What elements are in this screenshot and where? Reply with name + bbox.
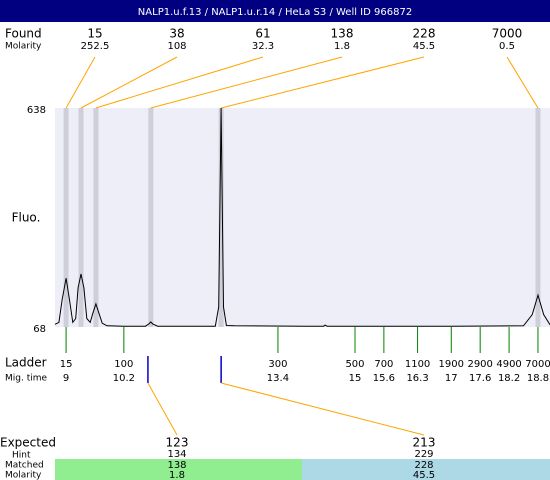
ladder-time-label: Mig. time	[5, 374, 47, 384]
ladder-time: 10.2	[113, 373, 135, 384]
ladder-size: 1100	[405, 359, 430, 370]
found-molarity: 0.5	[499, 41, 515, 52]
ladder-size: 7000	[525, 359, 550, 370]
expected-molarity-label: Molarity	[5, 471, 42, 480]
found-band	[63, 108, 69, 327]
trace-line	[54, 107, 550, 327]
found-size: 61	[255, 27, 270, 41]
found-leader	[221, 56, 425, 109]
header-bar	[0, 0, 550, 22]
ladder-size: 100	[114, 359, 133, 370]
expected-hint: 229	[414, 449, 433, 460]
ladder-size: 4900	[496, 359, 521, 370]
found-leader	[80, 56, 178, 109]
found-band	[535, 108, 541, 327]
ladder-size: 300	[268, 359, 287, 370]
ladder-time: 13.4	[267, 373, 289, 384]
hint-label: Hint	[12, 451, 31, 461]
found-size: 7000	[492, 27, 523, 41]
found-molarity: 252.5	[81, 41, 110, 52]
found-band	[218, 108, 224, 327]
found-size: 15	[87, 27, 102, 41]
found-leader	[65, 56, 96, 109]
found-molarity: 108	[167, 41, 186, 52]
found-size: 228	[413, 27, 436, 41]
found-label: Found	[5, 27, 42, 41]
ladder-size: 2900	[467, 359, 492, 370]
found-molarity-label: Molarity	[5, 42, 42, 52]
found-band	[78, 108, 84, 327]
ladder-time: 17	[445, 373, 458, 384]
found-size: 38	[169, 27, 184, 41]
found-molarity: 32.3	[252, 41, 274, 52]
found-molarity: 45.5	[413, 41, 435, 52]
y-axis-label: Fluo.	[12, 211, 41, 225]
found-molarity: 1.8	[334, 41, 350, 52]
ladder-time: 17.6	[469, 373, 491, 384]
expected-size: 123	[166, 436, 189, 450]
ladder-size: 15	[60, 359, 73, 370]
ladder-time: 15.6	[373, 373, 395, 384]
expected-label: Expected	[0, 436, 56, 450]
matched-bar	[55, 459, 302, 480]
expected-leader	[147, 382, 178, 436]
ladder-label: Ladder	[5, 356, 47, 370]
found-band	[93, 108, 99, 327]
ladder-time: 18.8	[527, 373, 549, 384]
y-tick-label: 68	[33, 324, 46, 335]
found-leader	[150, 56, 343, 109]
expected-molarity: 45.5	[413, 470, 435, 480]
ladder-time: 16.3	[406, 373, 428, 384]
chart-title: NALP1.u.f.13 / NALP1.u.r.14 / HeLa S3 / …	[138, 7, 412, 18]
ladder-time: 15	[349, 373, 362, 384]
matched-bar	[302, 459, 550, 480]
expected-size: 213	[413, 436, 436, 450]
found-leader	[95, 56, 264, 109]
plot-area	[55, 108, 550, 327]
expected-matched: 138	[167, 460, 186, 471]
expected-matched: 228	[414, 460, 433, 471]
expected-leader	[220, 382, 425, 436]
y-tick-label: 638	[27, 105, 46, 116]
ladder-size: 500	[345, 359, 364, 370]
ladder-time: 18.2	[498, 373, 520, 384]
ladder-size: 700	[374, 359, 393, 370]
found-size: 138	[331, 27, 354, 41]
found-band	[148, 108, 154, 327]
expected-hint: 134	[167, 449, 186, 460]
expected-molarity: 1.8	[169, 470, 185, 480]
ladder-time: 9	[63, 373, 69, 384]
found-leader	[506, 56, 539, 109]
ladder-size: 1900	[439, 359, 464, 370]
matched-label: Matched	[5, 461, 44, 471]
